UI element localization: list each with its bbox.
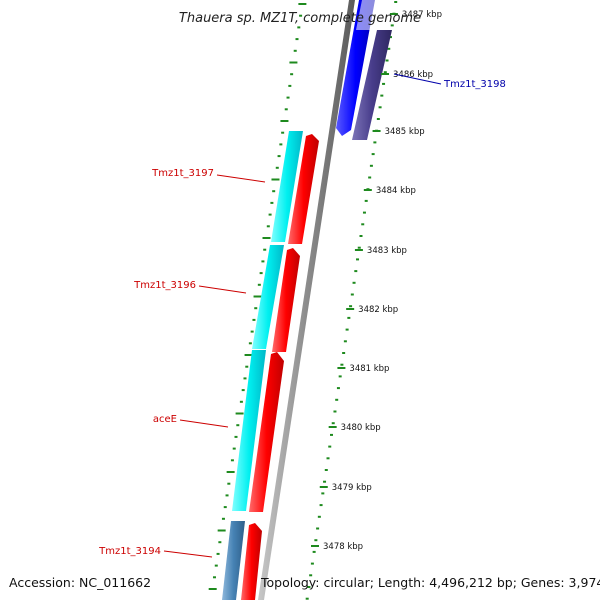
leader-Tmz1t_3197 (216, 174, 266, 183)
scale-label: 3486 kbp (393, 70, 433, 80)
map-title: Thauera sp. MZ1T, complete genome (179, 11, 421, 26)
outer-tick-track (208, 3, 307, 590)
leader-Tmz1t_3194 (163, 550, 213, 558)
cds-Tmz1t_3197[interactable] (288, 134, 319, 244)
gene-aceE[interactable] (232, 350, 266, 511)
leader-Tmz1t_3196 (198, 285, 247, 294)
gene-Tmz1t_3196[interactable] (252, 245, 284, 349)
scale-label: 3485 kbp (385, 127, 425, 137)
gene-Tmz1t_3197[interactable] (271, 131, 303, 242)
scale-label: 3484 kbp (376, 186, 416, 196)
gene-label-Tmz1t_3198[interactable]: Tmz1t_3198 (443, 79, 506, 90)
gene-label-Tmz1t_3194[interactable]: Tmz1t_3194 (98, 546, 161, 557)
topology-text: Topology: circular; Length: 4,496,212 bp… (260, 575, 600, 590)
gene-Tmz1t_3194[interactable] (222, 521, 245, 600)
leader-aceE (179, 419, 229, 428)
backbone (258, 0, 355, 600)
reverse-feature-faded (356, 0, 392, 30)
scale-label: 3479 kbp (332, 483, 372, 493)
gene-label-aceE[interactable]: aceE (153, 414, 177, 425)
scale-label: 3487 kbp (402, 10, 442, 20)
scale-label: 3483 kbp (367, 246, 407, 256)
gene-Tmz1t_3198[interactable] (352, 30, 392, 140)
scale-label: 3482 kbp (358, 305, 398, 315)
cds-Tmz1t_3194[interactable] (241, 523, 262, 600)
scale-label: 3480 kbp (341, 423, 381, 433)
reverse-strand-features (336, 0, 392, 140)
scale-label: 3481 kbp (349, 364, 389, 374)
gene-label-Tmz1t_3196[interactable]: Tmz1t_3196 (133, 280, 196, 291)
gene-labels: Tmz1t_3198 Tmz1t_3197 Tmz1t_3196 aceE Tm… (98, 73, 506, 558)
gene-label-Tmz1t_3197[interactable]: Tmz1t_3197 (151, 168, 214, 179)
cds-Tmz1t_3198[interactable] (336, 0, 375, 136)
cds-Tmz1t_3196[interactable] (272, 248, 300, 352)
leader-Tmz1t_3198 (393, 73, 442, 85)
scale-label: 3478 kbp (323, 542, 363, 552)
scale-tick-track (305, 1, 398, 600)
cds-aceE[interactable] (249, 352, 284, 512)
accession-text: Accession: NC_011662 (9, 575, 151, 590)
forward-strand-features (222, 131, 319, 600)
scale-labels: 3478 kbp 3479 kbp 3480 kbp 3481 kbp 3482 kbp… (311, 10, 442, 552)
